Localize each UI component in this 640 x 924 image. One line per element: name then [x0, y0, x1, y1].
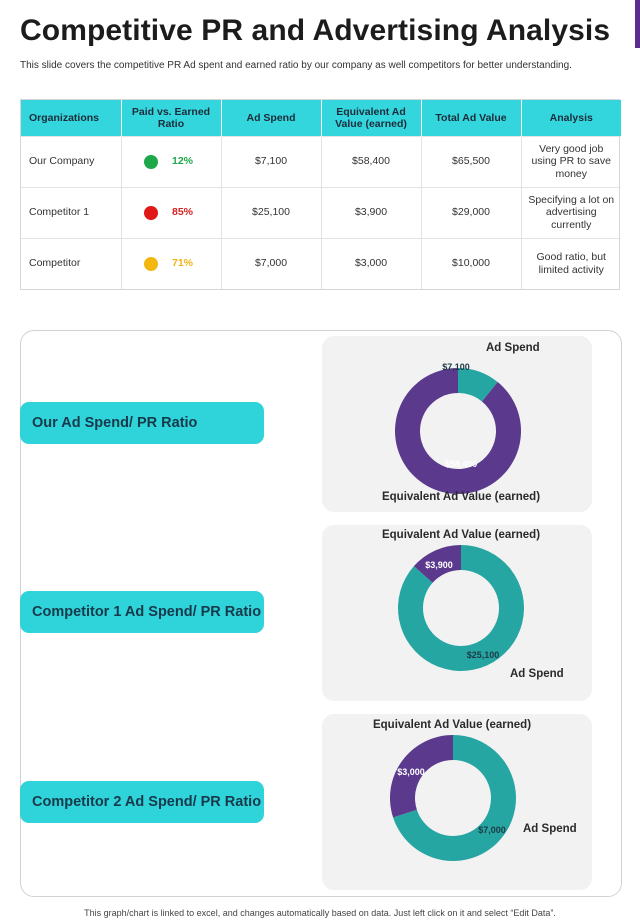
org-name: Competitor 1 [21, 186, 122, 238]
analysis-text: Good ratio, but limited activity [521, 237, 621, 289]
ad-spend-value: $7,000 [221, 237, 322, 289]
table-header-row: Organizations Paid vs. Earned Ratio Ad S… [21, 100, 621, 136]
category-label-ad-spend: Ad Spend [523, 823, 577, 835]
category-label-equivalent: Equivalent Ad Value (earned) [373, 719, 531, 731]
data-label-ad-spend: $7,100 [442, 362, 470, 372]
donut-chart-our-company: $7,100 $58,400 Ad Spend Equivalent Ad Value… [382, 342, 540, 503]
ratio-value: 12% [172, 155, 194, 168]
ratio-cell: 85% [121, 186, 222, 238]
ratio-cell: 71% [121, 237, 222, 289]
category-label-equivalent: Equivalent Ad Value (earned) [382, 491, 540, 503]
column-header-organizations: Organizations [21, 100, 122, 136]
slice-ad-spend [398, 545, 524, 671]
section-label-our-company: Our Ad Spend/ PR Ratio [20, 402, 264, 444]
column-header-total: Total Ad Value [421, 100, 522, 136]
data-label-ad-spend: $25,100 [467, 650, 500, 660]
org-name: Competitor [21, 237, 122, 289]
donut-chart-card-our-company: $7,100 $58,400 Ad Spend Equivalent Ad Value… [322, 336, 592, 512]
equivalent-value: $58,400 [321, 135, 422, 187]
slice-equivalent-ad-value [413, 545, 461, 583]
footer-note: This graph/chart is linked to excel, and… [84, 908, 556, 918]
ad-spend-value: $25,100 [221, 186, 322, 238]
total-value: $29,000 [421, 186, 522, 238]
total-value: $10,000 [421, 237, 522, 289]
page-subtitle: This slide covers the competitive PR Ad … [20, 60, 572, 71]
data-label-ad-spend: $7,000 [478, 825, 506, 835]
ratio-value: 71% [172, 257, 194, 270]
slice-equivalent-ad-value [390, 735, 453, 818]
donut-chart-card-competitor-2: $7,000 $3,000 Ad Spend Equivalent Ad Value … [322, 714, 592, 890]
category-label-ad-spend: Ad Spend [486, 342, 540, 354]
org-name: Our Company [21, 135, 122, 187]
data-label-equivalent: $58,400 [445, 459, 478, 469]
equivalent-value: $3,000 [321, 237, 422, 289]
category-label-ad-spend: Ad Spend [510, 668, 564, 680]
section-label-competitor-1: Competitor 1 Ad Spend/ PR Ratio [20, 591, 264, 633]
category-label-equivalent: Equivalent Ad Value (earned) [382, 529, 540, 541]
donut-chart-competitor-1: $25,100 $3,900 Ad Spend Equivalent Ad Value… [382, 529, 564, 680]
ad-spend-value: $7,100 [221, 135, 322, 187]
page-title: Competitive PR and Advertising Analysis [20, 14, 611, 47]
analysis-table: Organizations Paid vs. Earned Ratio Ad S… [20, 99, 621, 290]
column-header-equivalent: Equivalent Ad Value (earned) [321, 100, 422, 136]
total-value: $65,500 [421, 135, 522, 187]
status-dot-icon [144, 205, 158, 220]
donut-chart-competitor-2: $7,000 $3,000 Ad Spend Equivalent Ad Value … [373, 719, 577, 861]
table-row: Competitor 71% $7,000 $3,000 $10,000 Goo… [21, 237, 621, 289]
top-accent-bar [635, 0, 640, 48]
analysis-text: Very good job using PR to save money [521, 135, 621, 187]
table-row: Competitor 1 85% $25,100 $3,900 $29,000 … [21, 186, 621, 238]
column-header-analysis: Analysis [521, 100, 621, 136]
ratio-value: 85% [172, 206, 194, 219]
data-label-equivalent: $3,900 [425, 560, 453, 570]
table-row: Our Company 12% $7,100 $58,400 $65,500 V… [21, 135, 621, 187]
slice-ad-spend [393, 735, 516, 861]
equivalent-value: $3,900 [321, 186, 422, 238]
column-header-ad-spend: Ad Spend [221, 100, 322, 136]
column-header-ratio: Paid vs. Earned Ratio [121, 100, 222, 136]
slice-ad-spend [458, 368, 498, 402]
status-dot-icon [144, 154, 158, 169]
ratio-cell: 12% [121, 135, 222, 187]
analysis-text: Specifying a lot on advertising currentl… [521, 186, 621, 238]
donut-chart-card-competitor-1: $25,100 $3,900 Ad Spend Equivalent Ad Value… [322, 525, 592, 701]
slice-equivalent-ad-value [395, 368, 521, 494]
status-dot-icon [144, 256, 158, 271]
section-label-competitor-2: Competitor 2 Ad Spend/ PR Ratio [20, 781, 264, 823]
data-label-equivalent: $3,000 [397, 767, 425, 777]
